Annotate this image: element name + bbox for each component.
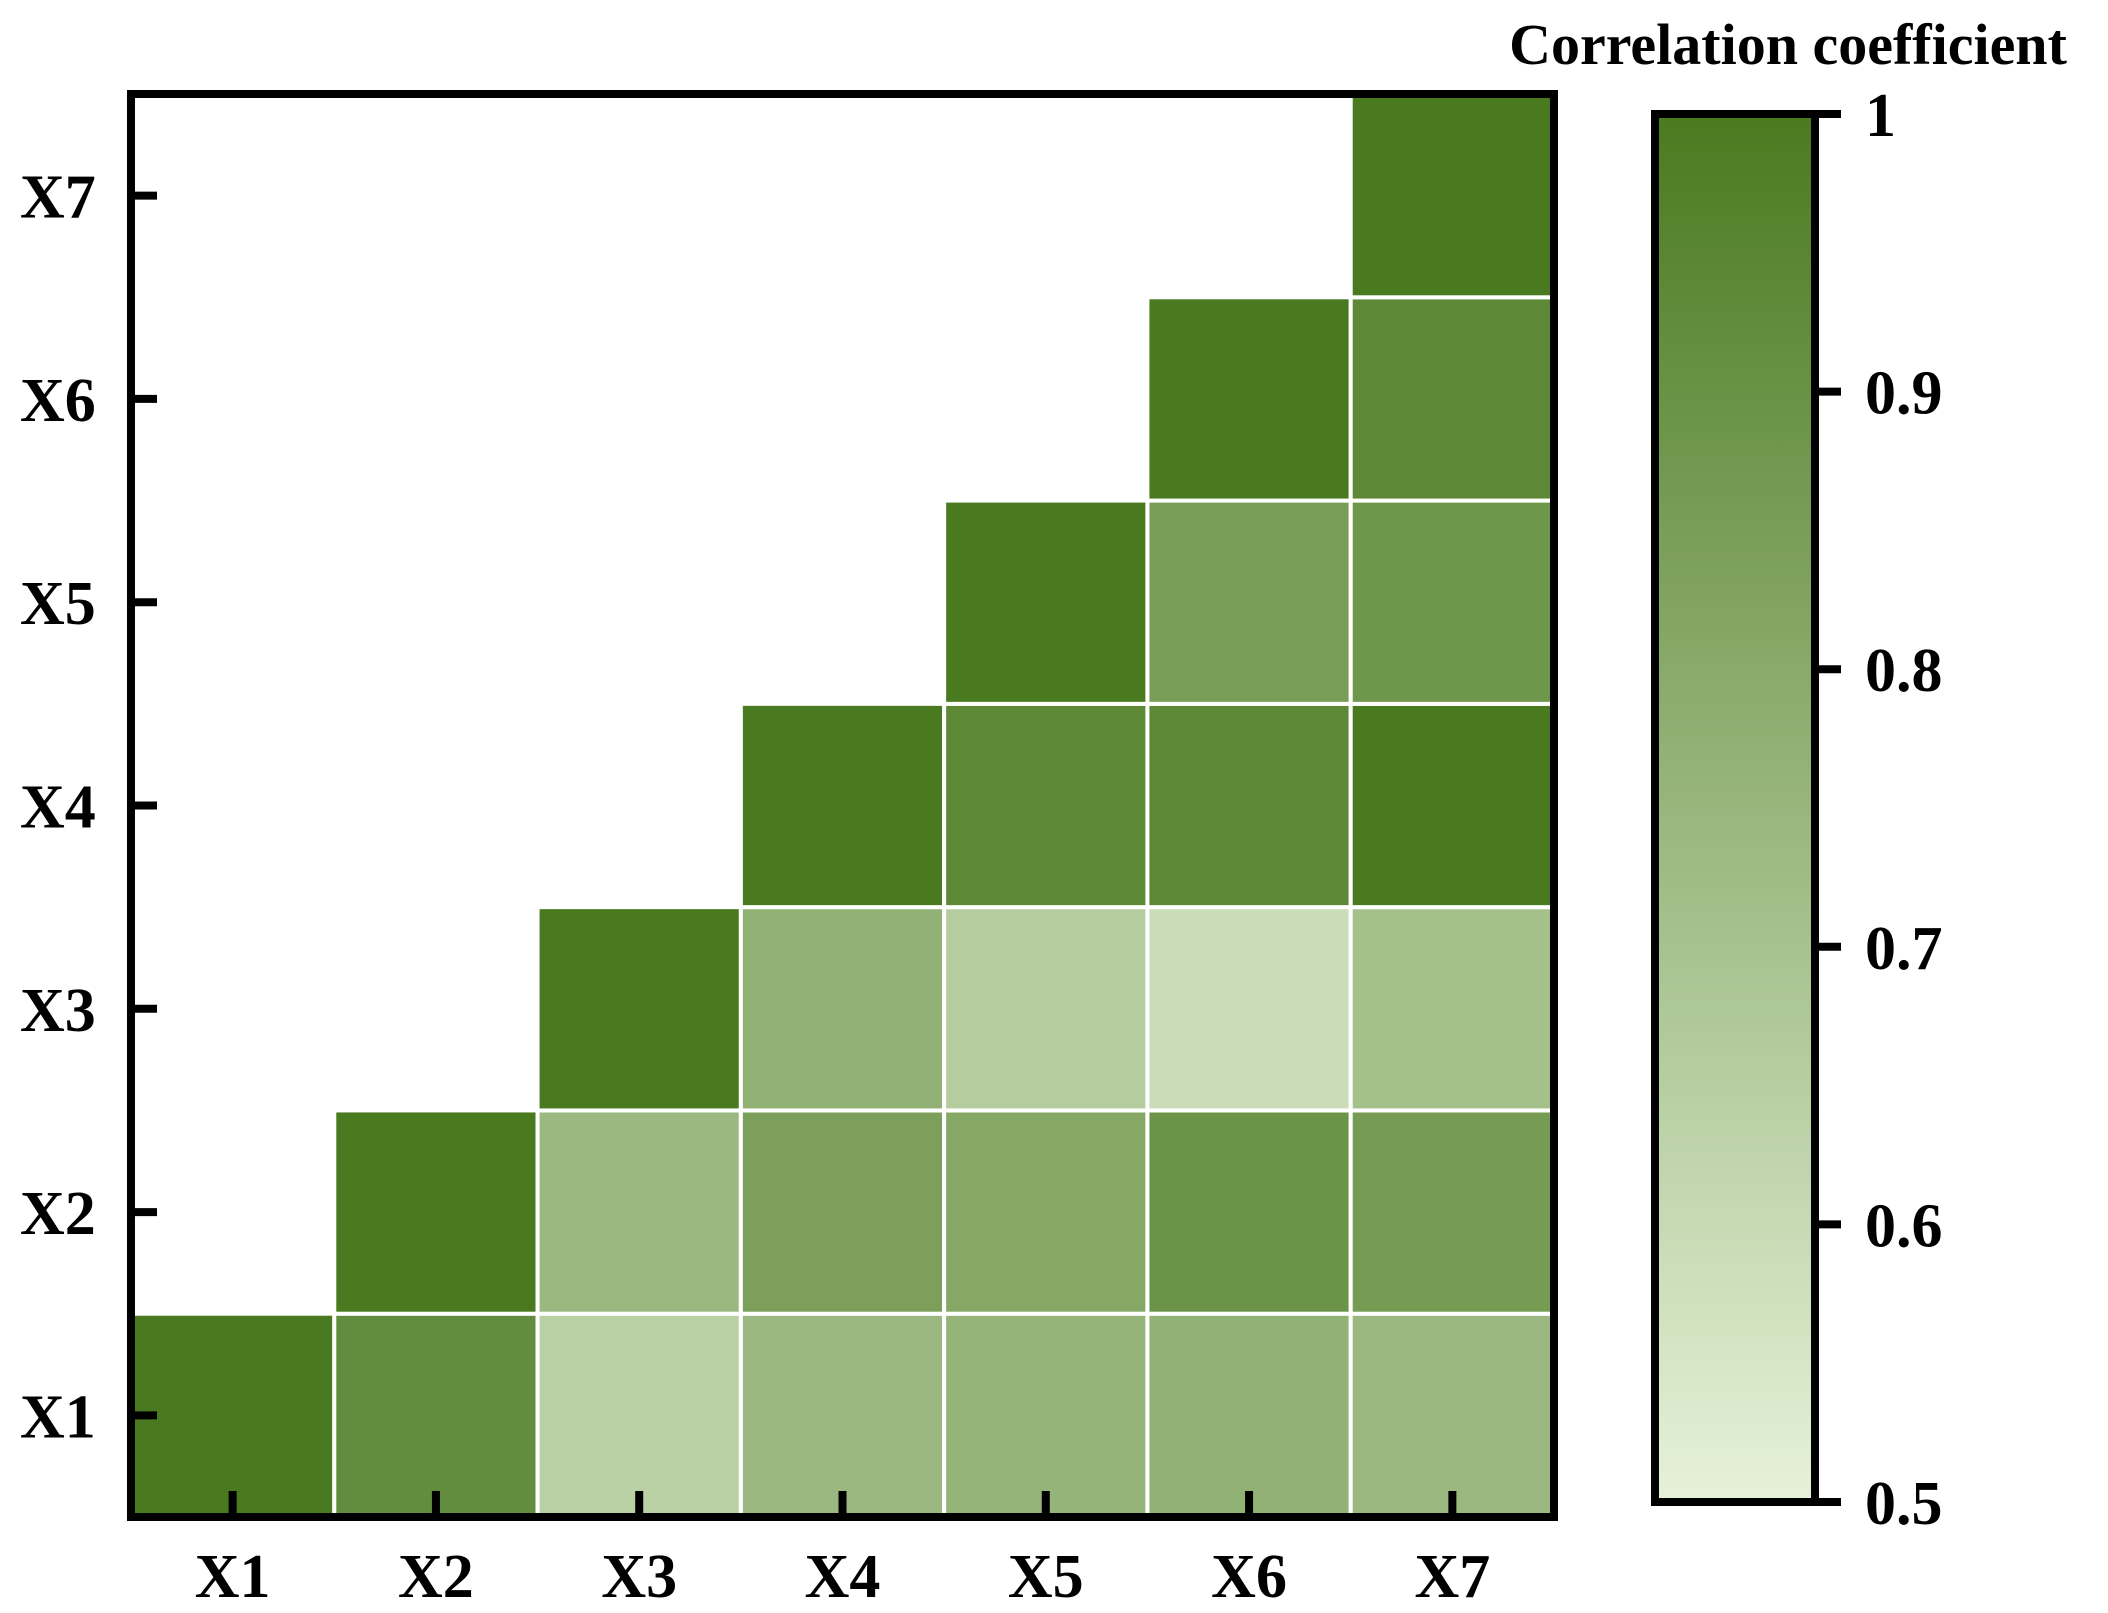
y-tick-label-X1: X1 bbox=[20, 1383, 96, 1451]
heatmap-cell-X4-X1 bbox=[738, 1311, 947, 1519]
x-tick-label-X1: X1 bbox=[195, 1543, 271, 1611]
colorbar-ticks: 0.5 0.6 0.7 0.8 0.9 1 bbox=[1815, 82, 1943, 1538]
x-tick-label-X5: X5 bbox=[1008, 1543, 1084, 1611]
heatmap-cell-X4-X3 bbox=[738, 905, 947, 1113]
y-tick-label-X2: X2 bbox=[20, 1180, 96, 1248]
x-axis: X1 X2 X3 X4 X5 X6 X7 bbox=[195, 1491, 1490, 1611]
heatmap-cell-X4-X2 bbox=[738, 1108, 947, 1316]
colorbar-tick-label-0.5: 0.5 bbox=[1865, 1470, 1943, 1538]
heatmap-cell-X5-X3 bbox=[942, 905, 1150, 1113]
colorbar-title: Correlation coefficient bbox=[1509, 12, 2067, 77]
heatmap-cell-X5-X4 bbox=[942, 701, 1150, 910]
heatmap-cell-X3-X2 bbox=[535, 1108, 743, 1316]
colorbar-tick-label-1: 1 bbox=[1865, 82, 1896, 150]
x-tick-label-X4: X4 bbox=[805, 1543, 881, 1611]
heatmap-cell-X6-X2 bbox=[1145, 1108, 1353, 1316]
heatmap-cell-X6-X5 bbox=[1145, 498, 1353, 706]
heatmap-cell-X6-X1 bbox=[1145, 1311, 1353, 1519]
heatmap-cell-X2-X2 bbox=[332, 1108, 540, 1316]
heatmap-cell-X7-X2 bbox=[1348, 1108, 1556, 1316]
heatmap-cell-X6-X4 bbox=[1145, 701, 1353, 910]
colorbar-tick-label-0.9: 0.9 bbox=[1865, 360, 1943, 428]
y-tick-label-X3: X3 bbox=[20, 977, 96, 1045]
x-tick-label-X7: X7 bbox=[1414, 1543, 1490, 1611]
x-tick-label-X2: X2 bbox=[398, 1543, 474, 1611]
heatmap-cell-X7-X5 bbox=[1348, 498, 1556, 706]
y-tick-label-X7: X7 bbox=[20, 164, 96, 232]
colorbar-tick-label-0.6: 0.6 bbox=[1865, 1192, 1943, 1260]
x-tick-label-X3: X3 bbox=[601, 1543, 677, 1611]
heatmap-cell-X6-X6 bbox=[1145, 295, 1353, 503]
heatmap-cell-X7-X6 bbox=[1348, 295, 1556, 503]
heatmap-cell-X6-X3 bbox=[1145, 905, 1353, 1113]
heatmap-cell-X5-X2 bbox=[942, 1108, 1150, 1316]
heatmap-cell-X1-X1 bbox=[129, 1311, 337, 1519]
colorbar-tick-label-0.7: 0.7 bbox=[1865, 915, 1943, 983]
heatmap-cell-X7-X1 bbox=[1348, 1311, 1556, 1519]
heatmap-cell-X7-X4 bbox=[1348, 701, 1556, 910]
heatmap-cells bbox=[129, 92, 1556, 1519]
colorbar bbox=[1651, 110, 1819, 1506]
y-tick-label-X5: X5 bbox=[20, 570, 96, 638]
y-tick-label-X4: X4 bbox=[20, 774, 96, 842]
heatmap-cell-X5-X5 bbox=[942, 498, 1150, 706]
heatmap-cell-X3-X1 bbox=[535, 1311, 743, 1519]
colorbar-tick-label-0.8: 0.8 bbox=[1865, 637, 1943, 705]
heatmap-cell-X7-X3 bbox=[1348, 905, 1556, 1113]
y-axis: X1 X2 X3 X4 X5 X6 X7 bbox=[20, 164, 157, 1451]
heatmap-cell-X3-X3 bbox=[535, 905, 743, 1113]
x-tick-label-X6: X6 bbox=[1211, 1543, 1287, 1611]
heatmap-cell-X4-X4 bbox=[738, 701, 947, 910]
heatmap-cell-X5-X1 bbox=[942, 1311, 1150, 1519]
heatmap-cell-X2-X1 bbox=[332, 1311, 540, 1519]
heatmap-cell-X7-X7 bbox=[1348, 92, 1556, 300]
y-tick-label-X6: X6 bbox=[20, 367, 96, 435]
